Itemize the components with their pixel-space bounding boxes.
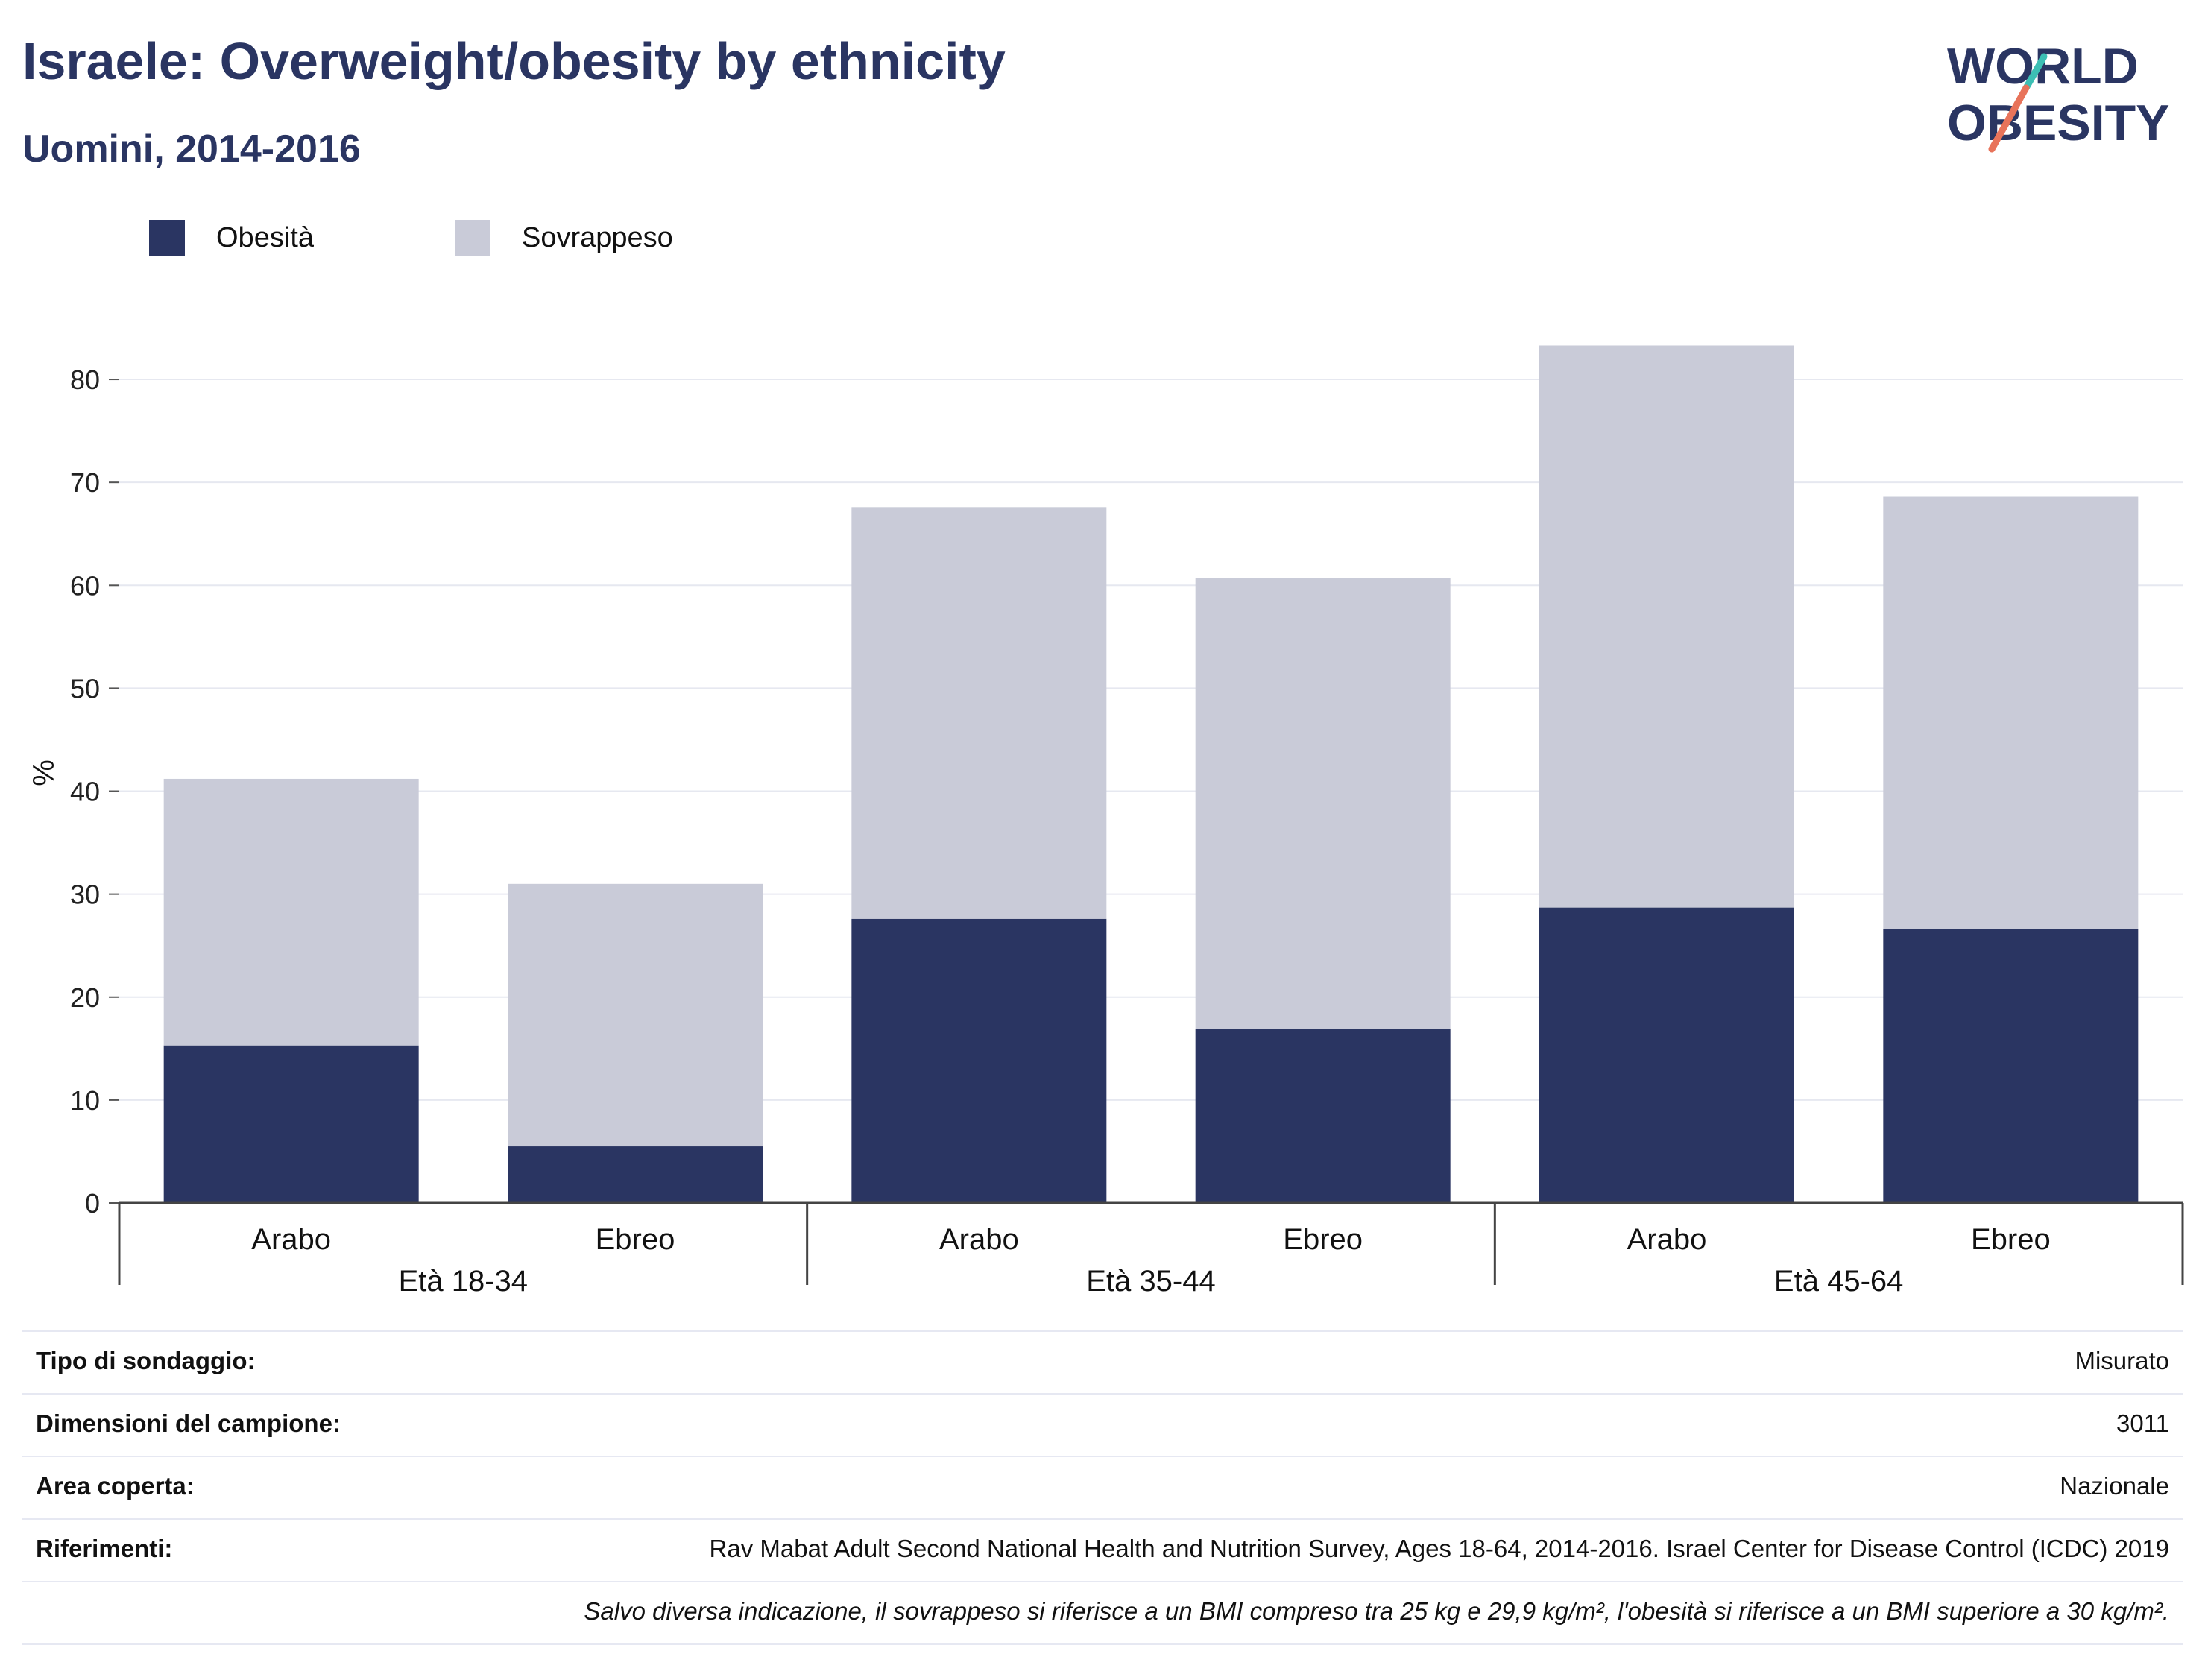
legend-label-sovrappeso: Sovrappeso bbox=[522, 221, 673, 253]
y-tick-label: 20 bbox=[70, 982, 100, 1013]
legend-swatch-sovrappeso bbox=[455, 220, 490, 256]
legend-label-obesita: Obesità bbox=[216, 221, 314, 253]
info-value: 3011 bbox=[2116, 1409, 2169, 1437]
bar-obesita[interactable] bbox=[163, 1045, 419, 1203]
info-key: Tipo di sondaggio: bbox=[36, 1347, 256, 1374]
x-category-label: Arabo bbox=[1627, 1223, 1707, 1256]
bar-obesita[interactable] bbox=[1883, 929, 2139, 1203]
legend-swatch-obesita bbox=[149, 220, 185, 256]
info-row-references: Riferimenti: Rav Mabat Adult Second Nati… bbox=[22, 1518, 2183, 1581]
bar-obesita[interactable] bbox=[508, 1146, 763, 1203]
info-value: Nazionale bbox=[2060, 1472, 2169, 1500]
bar-sovrappeso[interactable] bbox=[508, 883, 763, 1147]
x-category-label: Arabo bbox=[939, 1223, 1019, 1256]
x-category-label: Ebreo bbox=[1283, 1223, 1363, 1256]
bar-sovrappeso[interactable] bbox=[163, 778, 419, 1046]
x-category-label: Ebreo bbox=[596, 1223, 675, 1256]
y-tick-label: 70 bbox=[70, 467, 100, 498]
x-group-label: Età 18-34 bbox=[399, 1265, 528, 1297]
info-row-area-covered: Area coperta: Nazionale bbox=[22, 1456, 2183, 1518]
info-value: Rav Mabat Adult Second National Health a… bbox=[709, 1535, 2169, 1562]
info-key: Area coperta: bbox=[36, 1472, 195, 1500]
logo-slash-teal bbox=[2022, 53, 2048, 92]
chart-title: Israele: Overweight/obesity by ethnicity bbox=[22, 32, 1006, 90]
bar-sovrappeso[interactable] bbox=[1195, 578, 1451, 1029]
survey-info-table: Tipo di sondaggio: Misurato Dimensioni d… bbox=[22, 1330, 2183, 1645]
bar-obesita[interactable] bbox=[1195, 1029, 1451, 1203]
bar-obesita[interactable] bbox=[851, 918, 1107, 1203]
bar-sovrappeso[interactable] bbox=[851, 507, 1107, 919]
info-key: Riferimenti: bbox=[36, 1535, 173, 1562]
info-row-note: Salvo diversa indicazione, il sovrappeso… bbox=[22, 1581, 2183, 1645]
bar-sovrappeso[interactable] bbox=[1883, 496, 2139, 929]
y-tick-label: 50 bbox=[70, 673, 100, 704]
x-category-label: Ebreo bbox=[1971, 1223, 2051, 1256]
y-tick-label: 30 bbox=[70, 880, 100, 910]
logo-line1: WORLD bbox=[1947, 38, 2139, 95]
info-row-sample-size: Dimensioni del campione: 3011 bbox=[22, 1393, 2183, 1456]
y-tick-label: 80 bbox=[70, 364, 100, 395]
info-key: Dimensioni del campione: bbox=[36, 1409, 341, 1437]
logo-line2: OBESITY bbox=[1947, 95, 2170, 151]
world-obesity-logo: WORLD OBESITY bbox=[1947, 38, 2170, 153]
legend-item-obesita[interactable]: Obesità bbox=[149, 220, 314, 256]
definition-note: Salvo diversa indicazione, il sovrappeso… bbox=[584, 1597, 2169, 1625]
y-tick-label: 0 bbox=[85, 1188, 100, 1219]
logo-slash-coral bbox=[1988, 84, 2030, 153]
x-group-label: Età 45-64 bbox=[1774, 1265, 1903, 1297]
bar-sovrappeso[interactable] bbox=[1539, 345, 1794, 908]
x-category-label: Arabo bbox=[251, 1223, 331, 1256]
info-row-survey-type: Tipo di sondaggio: Misurato bbox=[22, 1330, 2183, 1393]
info-value: Misurato bbox=[2075, 1347, 2169, 1374]
y-axis-label: % bbox=[28, 760, 60, 786]
bar-obesita[interactable] bbox=[1539, 907, 1794, 1203]
y-tick-label: 60 bbox=[70, 570, 100, 601]
y-tick-label: 40 bbox=[70, 777, 100, 807]
y-tick-label: 10 bbox=[70, 1085, 100, 1116]
chart-subtitle: Uomini, 2014-2016 bbox=[22, 127, 361, 171]
legend-item-sovrappeso[interactable]: Sovrappeso bbox=[455, 220, 673, 256]
bar-chart: 0 10 20 30 40 50 60 70 80% Arabo Ebreo Età 18-34 Ara… bbox=[28, 345, 2184, 1297]
x-group-label: Età 35-44 bbox=[1086, 1265, 1215, 1297]
